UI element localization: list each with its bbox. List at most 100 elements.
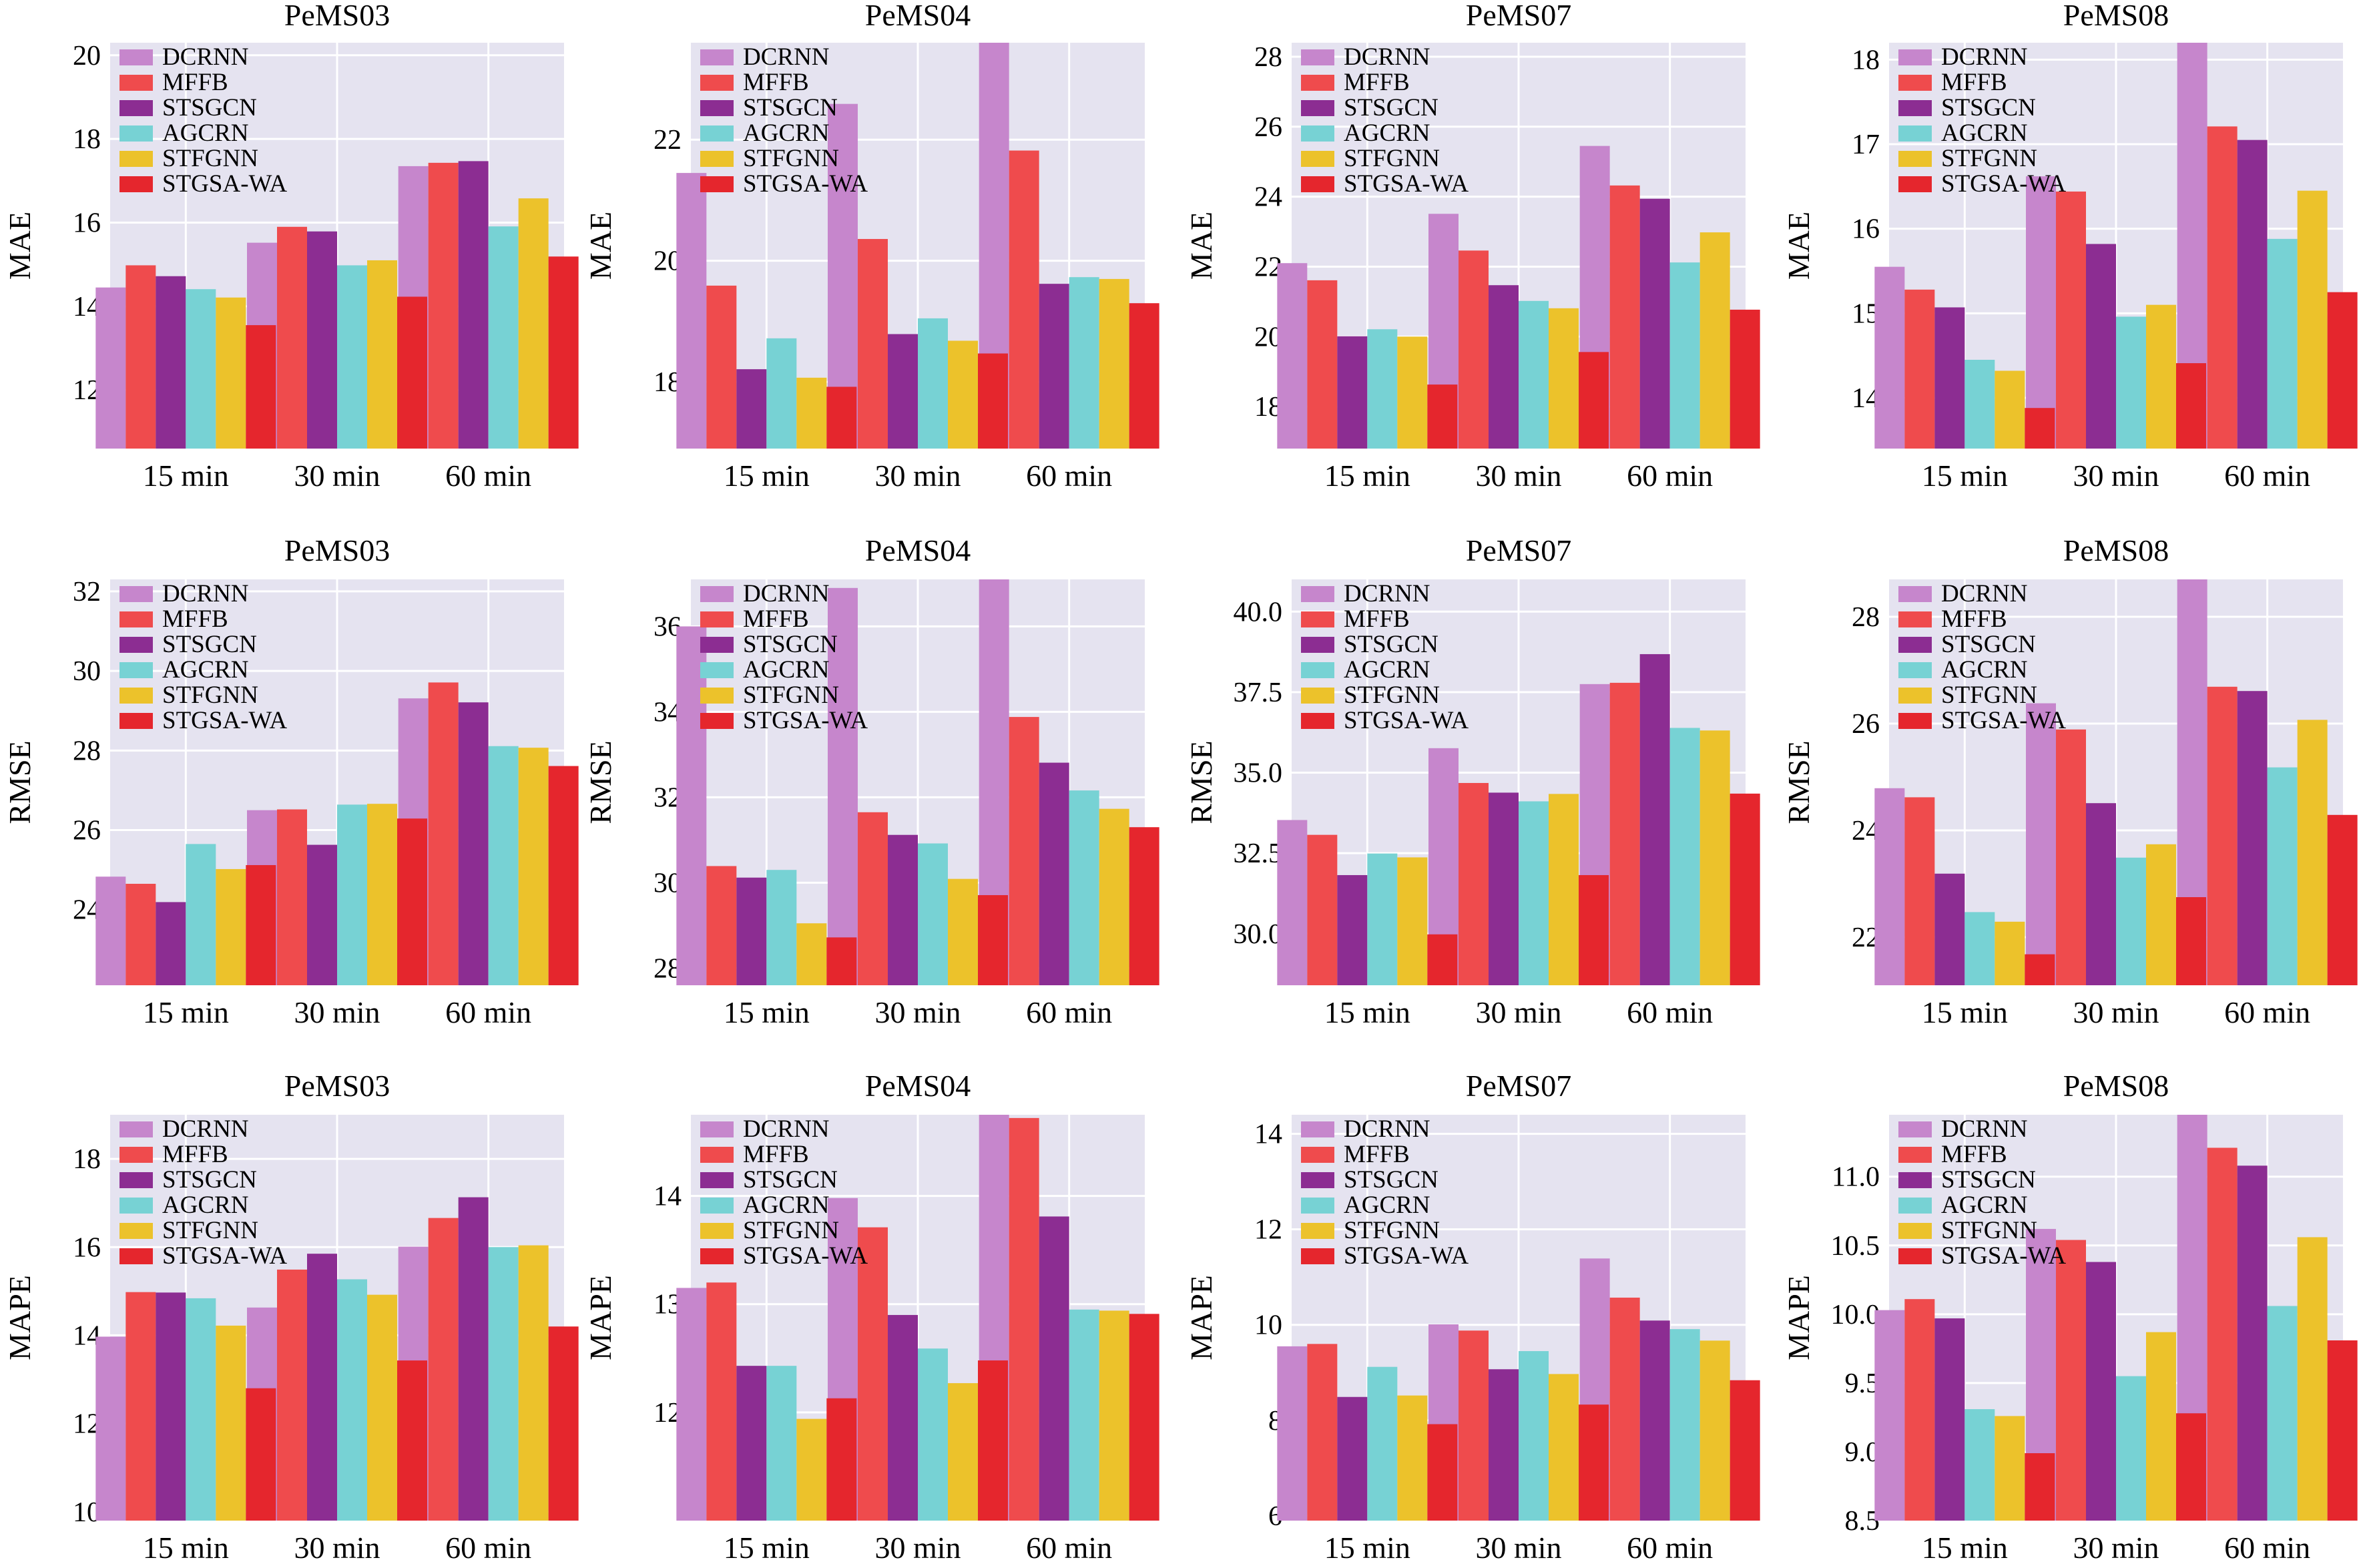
legend-label: AGCRN bbox=[162, 656, 249, 684]
bar-agcrn bbox=[488, 226, 519, 449]
bar-stsgcn bbox=[736, 877, 767, 985]
bar-mffb bbox=[1307, 280, 1338, 449]
x-tick-label: 15 min bbox=[724, 1531, 810, 1565]
legend-swatch bbox=[1301, 1223, 1334, 1239]
bar-agcrn bbox=[1519, 1351, 1549, 1521]
legend-swatch bbox=[700, 125, 734, 142]
bar-stgsa-wa bbox=[246, 1388, 276, 1521]
legend-swatch bbox=[700, 49, 734, 65]
chart-title: PeMS08 bbox=[2063, 0, 2169, 32]
bar-stsgcn bbox=[2086, 244, 2116, 449]
x-tick-label: 15 min bbox=[724, 459, 810, 493]
legend-swatch bbox=[700, 75, 734, 91]
bar-stgsa-wa bbox=[397, 296, 427, 449]
bar-stfgnn bbox=[2146, 1332, 2176, 1521]
legend-label: DCRNN bbox=[162, 580, 249, 607]
y-axis-label: MAE bbox=[583, 212, 617, 280]
bar-stgsa-wa bbox=[246, 864, 276, 985]
bar-stfgnn bbox=[367, 804, 397, 985]
x-tick-label: 30 min bbox=[874, 459, 961, 493]
legend-label: DCRNN bbox=[162, 1115, 249, 1143]
bar-stsgcn bbox=[307, 231, 337, 449]
bar-stsgcn bbox=[1934, 307, 1965, 449]
legend-label: MFFB bbox=[743, 605, 809, 633]
legend-swatch bbox=[1898, 1121, 1932, 1137]
legend-label: STGSA-WA bbox=[743, 707, 868, 734]
y-tick-label: 20 bbox=[73, 41, 101, 71]
bar-stfgnn bbox=[1397, 336, 1428, 449]
bar-mffb bbox=[1904, 1299, 1935, 1521]
bar-mffb bbox=[277, 226, 307, 449]
bar-stsgcn bbox=[1639, 1320, 1670, 1521]
legend-swatch bbox=[1898, 1198, 1932, 1214]
bar-stgsa-wa bbox=[2025, 408, 2055, 449]
legend-swatch bbox=[119, 1147, 153, 1163]
legend-swatch bbox=[1898, 1248, 1932, 1264]
legend-label: MFFB bbox=[1941, 605, 2007, 633]
legend-label: STSGCN bbox=[743, 1166, 838, 1194]
bar-stgsa-wa bbox=[1129, 303, 1159, 449]
bar-stgsa-wa bbox=[2025, 954, 2055, 985]
y-tick-label: 16 bbox=[1852, 214, 1880, 245]
legend-swatch bbox=[1301, 688, 1334, 704]
legend-label: MFFB bbox=[162, 69, 228, 96]
y-tick-label: 10 bbox=[1254, 1310, 1282, 1341]
legend-swatch bbox=[1898, 125, 1932, 142]
legend-label: STFGNN bbox=[1344, 1217, 1440, 1244]
chart-title: PeMS04 bbox=[865, 533, 971, 567]
legend-label: STFGNN bbox=[1344, 145, 1440, 172]
legend-label: AGCRN bbox=[1941, 1192, 2028, 1219]
legend-label: STGSA-WA bbox=[162, 170, 287, 198]
legend-swatch bbox=[700, 611, 734, 627]
bar-mffb bbox=[2056, 191, 2086, 449]
bar-stgsa-wa bbox=[2327, 1340, 2358, 1521]
bar-stsgcn bbox=[888, 334, 918, 449]
bar-stsgcn bbox=[458, 1197, 489, 1521]
chart-title: PeMS03 bbox=[284, 1069, 390, 1103]
legend-label: STGSA-WA bbox=[743, 170, 868, 198]
bar-agcrn bbox=[1519, 300, 1549, 449]
bar-mffb bbox=[1459, 782, 1489, 985]
y-tick-label: 18 bbox=[73, 1144, 101, 1175]
chart-title: PeMS04 bbox=[865, 0, 971, 32]
legend-swatch bbox=[1898, 586, 1932, 602]
x-tick-label: 30 min bbox=[2073, 995, 2159, 1029]
bar-stfgnn bbox=[518, 1245, 549, 1521]
bar-stfgnn bbox=[1549, 794, 1579, 985]
y-axis-label: MAPE bbox=[3, 1275, 37, 1360]
bar-mffb bbox=[125, 1292, 156, 1521]
legend-label: STGSA-WA bbox=[1941, 707, 2066, 734]
bar-stgsa-wa bbox=[2176, 1413, 2206, 1521]
bar-mffb bbox=[2207, 1147, 2238, 1521]
legend-label: STFGNN bbox=[162, 145, 258, 172]
legend-swatch bbox=[119, 662, 153, 678]
bar-stfgnn bbox=[1099, 1310, 1129, 1521]
bar-stgsa-wa bbox=[1730, 1380, 1760, 1521]
legend-label: STFGNN bbox=[1941, 145, 2037, 172]
y-axis-label: MAPE bbox=[1184, 1275, 1218, 1360]
bar-stgsa-wa bbox=[826, 386, 857, 449]
bar-stsgcn bbox=[888, 1314, 918, 1521]
legend-label: MFFB bbox=[1344, 1141, 1410, 1168]
bar-stsgcn bbox=[156, 902, 186, 985]
legend-label: STFGNN bbox=[743, 1217, 839, 1244]
bar-stgsa-wa bbox=[2327, 814, 2358, 985]
legend-label: STGSA-WA bbox=[743, 1242, 868, 1270]
bar-stsgcn bbox=[307, 1254, 337, 1521]
bar-stfgnn bbox=[1995, 921, 2025, 985]
chart-title: PeMS07 bbox=[1466, 1069, 1571, 1103]
legend-swatch bbox=[700, 1121, 734, 1137]
legend-label: MFFB bbox=[743, 69, 809, 96]
y-tick-label: 16 bbox=[73, 208, 101, 239]
bar-dcrnn bbox=[1277, 820, 1308, 985]
legend-label: STSGCN bbox=[162, 94, 257, 121]
legend-label: MFFB bbox=[162, 605, 228, 633]
bar-agcrn bbox=[2267, 1306, 2298, 1521]
x-tick-label: 30 min bbox=[294, 995, 380, 1029]
bar-agcrn bbox=[918, 1348, 948, 1521]
bar-stsgcn bbox=[2237, 1165, 2268, 1521]
legend-label: AGCRN bbox=[1941, 656, 2028, 684]
legend-label: STSGCN bbox=[1941, 631, 2036, 658]
bar-stgsa-wa bbox=[548, 1326, 579, 1521]
